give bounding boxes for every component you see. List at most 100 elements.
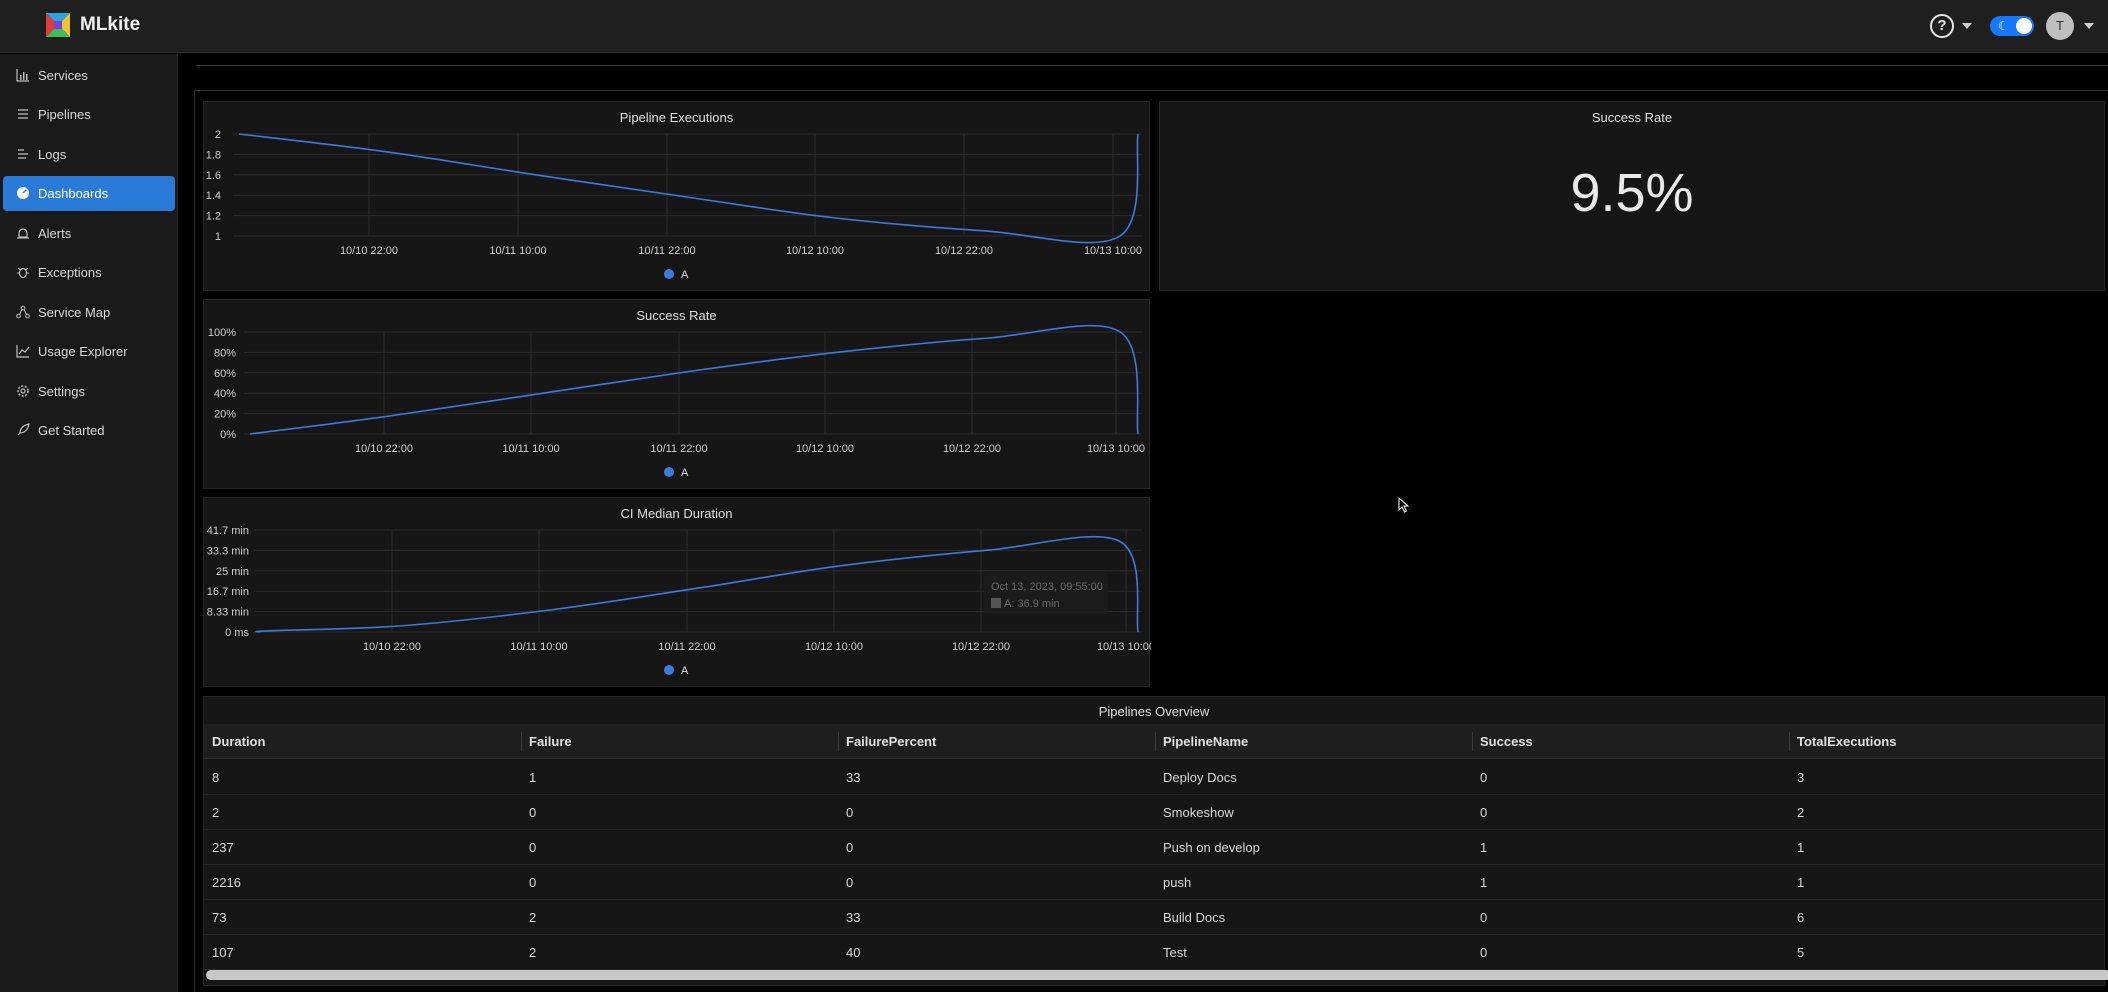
cell-failurepercent: 0 (846, 875, 854, 890)
cell-failure: 2 (529, 910, 537, 925)
help-button[interactable]: ? (1930, 14, 1974, 38)
chevron-down-icon (2084, 23, 2094, 29)
panel-pipeline-executions[interactable]: Pipeline Executions 2 1.8 1.6 1.4 1.2 1 10/10 … (203, 101, 1150, 291)
y-tick-label: 1.2 (206, 211, 221, 223)
dashboard-icon (16, 186, 30, 200)
toggle-knob (2016, 18, 2032, 34)
cell-pipelinename: Build Docs (1163, 910, 1226, 925)
sidebar-item-logs[interactable]: Logs (3, 137, 175, 172)
x-tick-label: 10/12 10:00 (786, 245, 844, 257)
series-line-a (238, 133, 1139, 244)
theme-toggle[interactable]: ☾ (1990, 16, 2034, 36)
tooltip-box (984, 574, 1108, 614)
x-tick-label: 10/12 22:00 (943, 443, 1001, 455)
cell-pipelinename: Push on develop (1163, 840, 1260, 855)
mlkite-logo-icon (46, 13, 70, 37)
y-tick-label: 1 (215, 231, 221, 243)
table-row[interactable]: 107 2 40 Test 0 5 (204, 935, 2104, 970)
cell-pipelinename: Deploy Docs (1163, 770, 1237, 785)
table-row[interactable]: 73 2 33 Build Docs 0 6 (204, 900, 2104, 935)
cell-pipelinename: Test (1163, 945, 1187, 960)
panel-title: CI Median Duration (620, 506, 733, 521)
panel-success-rate-value[interactable]: Success Rate 9.5% (1159, 101, 2105, 291)
y-tick-label: 2 (215, 129, 221, 141)
x-tick-label: 10/12 22:00 (952, 641, 1010, 653)
user-menu-button[interactable]: T (2046, 12, 2096, 40)
column-divider (1155, 732, 1156, 751)
cell-success: 0 (1480, 805, 1488, 820)
success-rate-value: 9.5% (1570, 163, 1694, 223)
sidebar-item-pipelines[interactable]: Pipelines (3, 97, 175, 132)
sidebar-item-service-map[interactable]: Service Map (3, 295, 175, 330)
cell-totalexecutions: 1 (1797, 875, 1805, 890)
horizontal-scrollbar[interactable] (206, 970, 2108, 980)
panel-title: Success Rate (1591, 110, 1673, 125)
sidebar-item-label: Service Map (38, 305, 111, 320)
sidebar-item-exceptions[interactable]: Exceptions (3, 255, 175, 290)
column-header-totalexecutions[interactable]: TotalExecutions (1797, 734, 1897, 749)
x-tick-label: 10/11 10:00 (489, 245, 546, 257)
sidebar-item-alerts[interactable]: Alerts (3, 216, 175, 251)
legend-marker (664, 665, 674, 675)
x-tick-label: 10/11 22:00 (650, 443, 707, 455)
bug-icon (16, 265, 30, 279)
cell-totalexecutions: 5 (1797, 945, 1805, 960)
cell-duration: 237 (212, 840, 234, 855)
panel-success-rate-chart[interactable]: Success Rate 100% 80% 60% 40% 20% 0% 10/10 22:… (203, 299, 1150, 489)
sidebar-item-get-started[interactable]: Get Started (3, 413, 175, 448)
series-line-a (255, 535, 1139, 633)
legend-label: A (681, 665, 689, 677)
y-tick-label: 0 ms (225, 627, 249, 639)
moon-icon: ☾ (1998, 19, 2009, 33)
table-row[interactable]: 2 0 0 Smokeshow 0 2 (204, 795, 2104, 830)
column-divider (838, 732, 839, 751)
legend-marker (664, 467, 674, 477)
tooltip-swatch (991, 598, 1001, 608)
column-divider (521, 732, 522, 751)
cell-success: 0 (1480, 770, 1488, 785)
sidebar-item-usage-explorer[interactable]: Usage Explorer (3, 334, 175, 369)
sidebar-item-label: Services (38, 68, 88, 83)
column-header-failure[interactable]: Failure (529, 734, 572, 749)
cell-failurepercent: 40 (846, 945, 861, 960)
sidebar-item-settings[interactable]: Settings (3, 374, 175, 409)
table-row[interactable]: 237 0 0 Push on develop 1 1 (204, 830, 2104, 865)
column-header-duration[interactable]: Duration (212, 734, 266, 749)
panel-ci-median-duration[interactable]: CI Median Duration 41.7 min 33.3 min 25 mi… (203, 497, 1151, 687)
sidebar-item-label: Dashboards (38, 186, 109, 201)
panel-title: Pipeline Executions (619, 110, 734, 125)
table-row[interactable]: 8 1 33 Deploy Docs 0 3 (204, 760, 2104, 795)
column-divider (1789, 732, 1790, 751)
sidebar: Services Pipelines Logs Dashboards Alert… (0, 54, 178, 992)
table-row[interactable]: 2216 0 0 push 1 1 (204, 865, 2104, 900)
sidebar-item-dashboards[interactable]: Dashboards (3, 176, 175, 211)
sidebar-item-label: Get Started (38, 423, 105, 438)
mouse-cursor-icon (1398, 497, 1410, 513)
legend-marker (664, 269, 674, 279)
x-tick-label: 10/11 22:00 (658, 641, 715, 653)
deployment-icon (16, 305, 30, 319)
cell-duration: 8 (212, 770, 220, 785)
cell-duration: 107 (212, 945, 234, 960)
sidebar-item-services[interactable]: Services (3, 58, 175, 93)
tooltip-date: Oct 13, 2023, 09:55:00 (991, 581, 1103, 593)
cell-success: 1 (1480, 840, 1488, 855)
column-header-pipelinename[interactable]: PipelineName (1163, 734, 1249, 749)
x-tick-label: 10/12 22:00 (935, 245, 993, 257)
legend-label: A (681, 467, 689, 479)
cell-totalexecutions: 3 (1797, 770, 1805, 785)
y-tick-label: 20% (214, 409, 236, 421)
y-tick-label: 1.8 (206, 149, 221, 161)
cell-failure: 0 (529, 840, 537, 855)
column-header-success[interactable]: Success (1480, 734, 1533, 749)
column-header-failurepercent[interactable]: FailurePercent (846, 734, 937, 749)
cell-success: 0 (1480, 910, 1488, 925)
legend-label: A (681, 269, 689, 281)
x-tick-label: 10/13 10:00 (1084, 245, 1142, 257)
cell-failure: 0 (529, 805, 537, 820)
panel-pipelines-overview[interactable]: Pipelines Overview Duration Failure Fail… (203, 696, 2108, 986)
x-tick-label: 10/11 10:00 (502, 443, 559, 455)
sidebar-item-label: Usage Explorer (38, 344, 128, 359)
x-tick-label: 10/11 22:00 (638, 245, 695, 257)
x-tick-label: 10/12 10:00 (796, 443, 854, 455)
